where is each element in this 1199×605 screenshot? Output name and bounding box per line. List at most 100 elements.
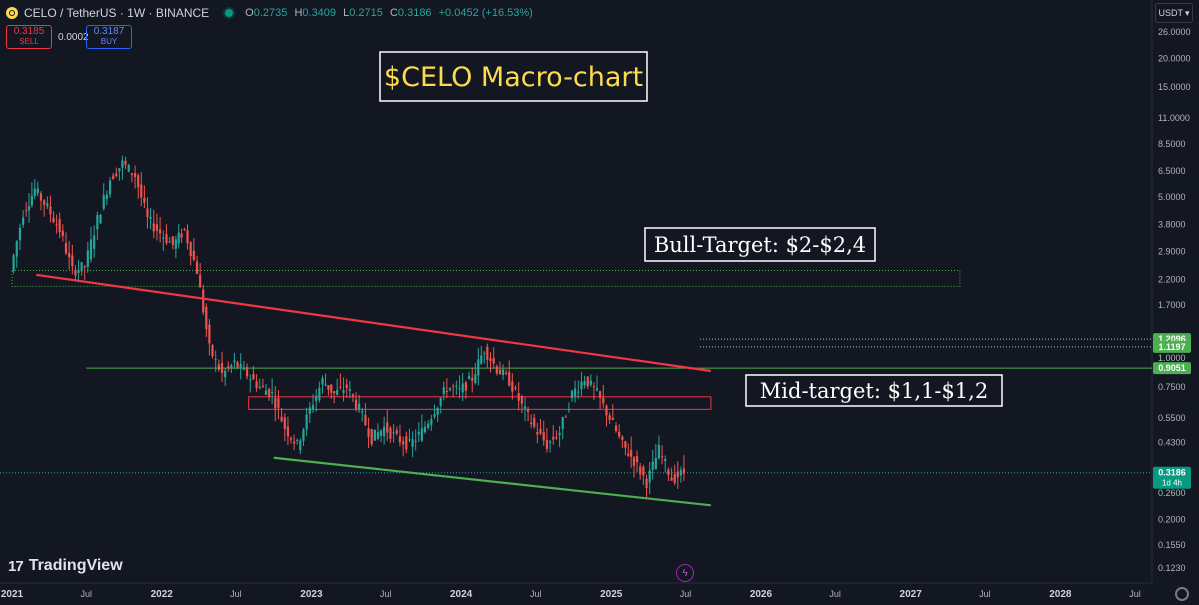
candle-body [505, 372, 508, 374]
tradingview-wordmark: TradingView [28, 557, 123, 574]
y-tick-label: 0.1550 [1158, 540, 1186, 550]
candle-body [402, 441, 405, 445]
ohlc-open: 0.2735 [253, 7, 288, 19]
y-tick-label: 3.8000 [1158, 220, 1186, 230]
candle-body [224, 370, 227, 378]
ohlc-low-key: L [343, 7, 350, 19]
candle-body [264, 390, 268, 395]
candle-body [71, 255, 74, 267]
candle-body [318, 387, 321, 400]
y-tick-label: 26.0000 [1158, 27, 1191, 37]
candle-body [80, 262, 83, 272]
resistance-trendline[interactable] [36, 273, 712, 373]
candle-body [296, 439, 299, 441]
candle-body [611, 417, 614, 421]
candle-body [379, 430, 383, 436]
candle-body [64, 242, 68, 254]
candle-body [436, 407, 439, 415]
candle-body [165, 233, 168, 244]
candle-body [508, 372, 511, 386]
annotation-frame [379, 51, 648, 102]
annotation-box[interactable]: Mid-target: $1,1-$1,2 [745, 374, 1003, 407]
y-tick-label: 1.7000 [1158, 300, 1186, 310]
candle-body [115, 173, 118, 177]
candle-body [414, 440, 417, 442]
candle-body [249, 379, 252, 381]
price-label-countdown: 1d 4h [1162, 479, 1182, 488]
candle-body [283, 417, 286, 430]
candle-body [83, 266, 86, 268]
candle-body [370, 429, 373, 445]
y-tick-label: 0.2000 [1158, 514, 1186, 524]
candle-body [495, 366, 498, 374]
candle-body [102, 195, 105, 209]
y-tick-label: 0.1230 [1158, 563, 1186, 573]
candle-body [171, 236, 174, 245]
symbol-header: CELO / TetherUS · 1W · BINANCE O0.2735 H… [6, 4, 537, 22]
candle-body [408, 439, 411, 441]
candle-body [536, 432, 539, 435]
candle-body [567, 409, 570, 411]
x-tick-label: Jul [680, 589, 692, 599]
market-status-icon[interactable] [225, 9, 234, 17]
candle-body [292, 441, 296, 444]
candle-body [376, 432, 380, 439]
candle-body [155, 224, 159, 231]
candle-body [654, 457, 657, 470]
annotation-frame [745, 374, 1003, 407]
candle-body [22, 217, 25, 225]
candle-body [664, 458, 667, 461]
candle-body [242, 367, 245, 370]
buy-button[interactable]: 0.3187 BUY [86, 25, 132, 49]
annotation-box[interactable]: $CELO Macro-chart [379, 51, 648, 102]
currency-selector[interactable]: USDT ▾ [1155, 3, 1193, 23]
candle-body [458, 388, 461, 390]
support-trendline[interactable] [273, 456, 712, 507]
candle-body [367, 428, 370, 437]
y-tick-label: 0.2600 [1158, 488, 1186, 498]
candle-body [255, 381, 258, 389]
candle-body [467, 375, 471, 380]
candle-body [280, 416, 283, 422]
candle-body [124, 160, 127, 165]
tradingview-logo[interactable]: 17 TradingView [8, 557, 123, 575]
candle-body [354, 399, 358, 409]
candle-body [214, 358, 217, 360]
candle-body [545, 439, 548, 449]
price-label-bg [1153, 340, 1191, 353]
candle-body [58, 219, 61, 233]
candle-body [673, 474, 676, 483]
candle-body [392, 432, 395, 434]
gear-icon[interactable] [1175, 587, 1189, 601]
candle-body [183, 229, 186, 231]
price-label-text: 1.1197 [1158, 342, 1185, 352]
candle-body [236, 362, 239, 368]
candle-body [464, 382, 467, 391]
lightning-icon[interactable]: ϟ [676, 564, 694, 582]
annotation-box[interactable]: Bull-Target: $2-$2,4 [644, 227, 876, 262]
candle-body [642, 466, 645, 476]
candle-body [442, 387, 445, 395]
candle-body [305, 414, 308, 430]
candle-body [25, 210, 28, 212]
candle-body [605, 405, 608, 416]
y-tick-label: 15.0000 [1158, 82, 1191, 92]
symbol-title[interactable]: CELO / TetherUS · 1W · BINANCE [24, 6, 210, 20]
y-tick-label: 0.7500 [1158, 382, 1186, 392]
candle-body [324, 384, 327, 386]
celo-logo-icon [6, 7, 18, 19]
y-tick-label: 11.0000 [1158, 113, 1190, 123]
bull-target-zone[interactable] [11, 270, 961, 287]
candle-body [364, 414, 367, 425]
red-zone[interactable] [248, 396, 712, 410]
candle-body [308, 407, 311, 414]
candle-body [192, 250, 195, 260]
candle-body [336, 389, 339, 395]
candle-body [427, 423, 430, 428]
candle-body [448, 388, 452, 391]
candle-body [12, 255, 15, 271]
candle-body [602, 397, 605, 404]
sell-button[interactable]: 0.3185 SELL [6, 25, 52, 49]
